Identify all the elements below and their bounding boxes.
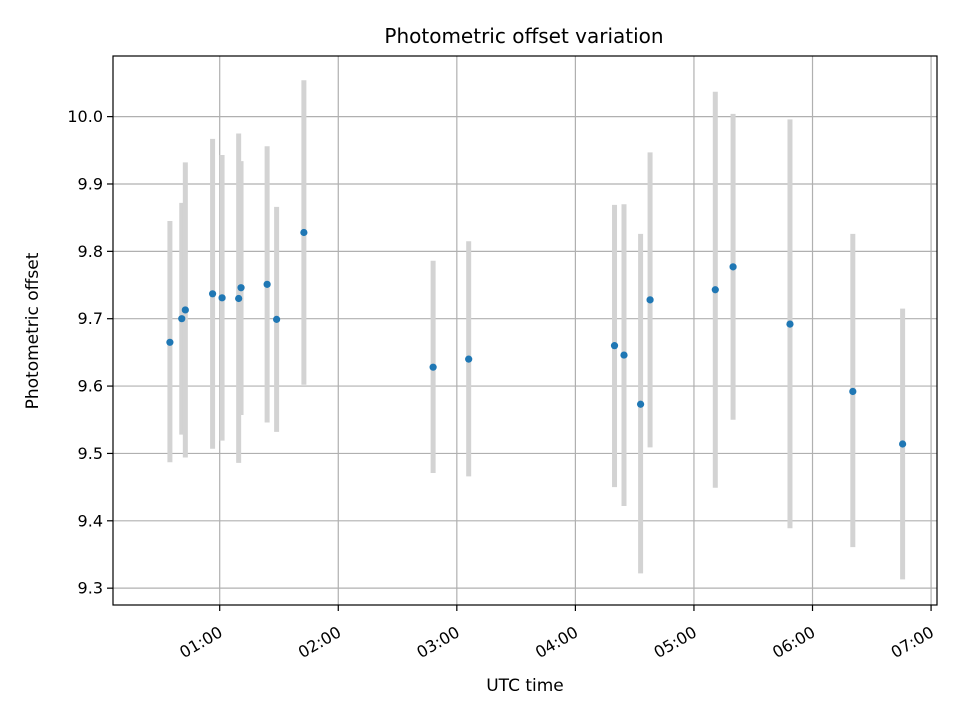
- y-tick-label: 9.4: [78, 511, 103, 530]
- data-point: [263, 280, 271, 288]
- data-point: [181, 306, 189, 314]
- data-point: [646, 296, 654, 304]
- x-axis-label: UTC time: [486, 676, 564, 696]
- grid-lines: [113, 56, 937, 605]
- data-point: [208, 290, 217, 298]
- data-point: [178, 315, 186, 323]
- data-points: [166, 228, 907, 448]
- y-tick-label: 9.8: [78, 242, 103, 261]
- data-point: [849, 387, 857, 396]
- y-axis-label: Photometric offset: [23, 252, 43, 409]
- data-point: [429, 363, 437, 371]
- data-point: [899, 440, 907, 448]
- data-point: [636, 400, 645, 408]
- data-point: [273, 315, 281, 323]
- y-tick-label: 9.9: [78, 174, 103, 193]
- data-point: [711, 286, 719, 294]
- data-point: [786, 320, 794, 328]
- y-tick-label: 10.0: [67, 107, 103, 126]
- y-tick-label: 9.5: [78, 444, 103, 463]
- y-tick-label: 9.3: [78, 579, 103, 598]
- data-point: [218, 294, 226, 302]
- data-point: [729, 263, 737, 271]
- data-point: [237, 284, 245, 292]
- data-point: [235, 294, 243, 303]
- data-point: [465, 355, 473, 363]
- data-point: [620, 351, 628, 359]
- y-tick-label: 9.6: [78, 377, 103, 396]
- y-tick-label: 9.7: [78, 309, 103, 328]
- data-point: [300, 228, 308, 237]
- plot-frame: [112, 55, 938, 606]
- chart-title: Photometric offset variation: [384, 24, 663, 48]
- data-point: [166, 338, 174, 346]
- y-axis-ticks: 9.3 9.4 9.5 9.6 9.7 9.8 9.9 10.0: [67, 107, 113, 598]
- data-point: [610, 342, 619, 350]
